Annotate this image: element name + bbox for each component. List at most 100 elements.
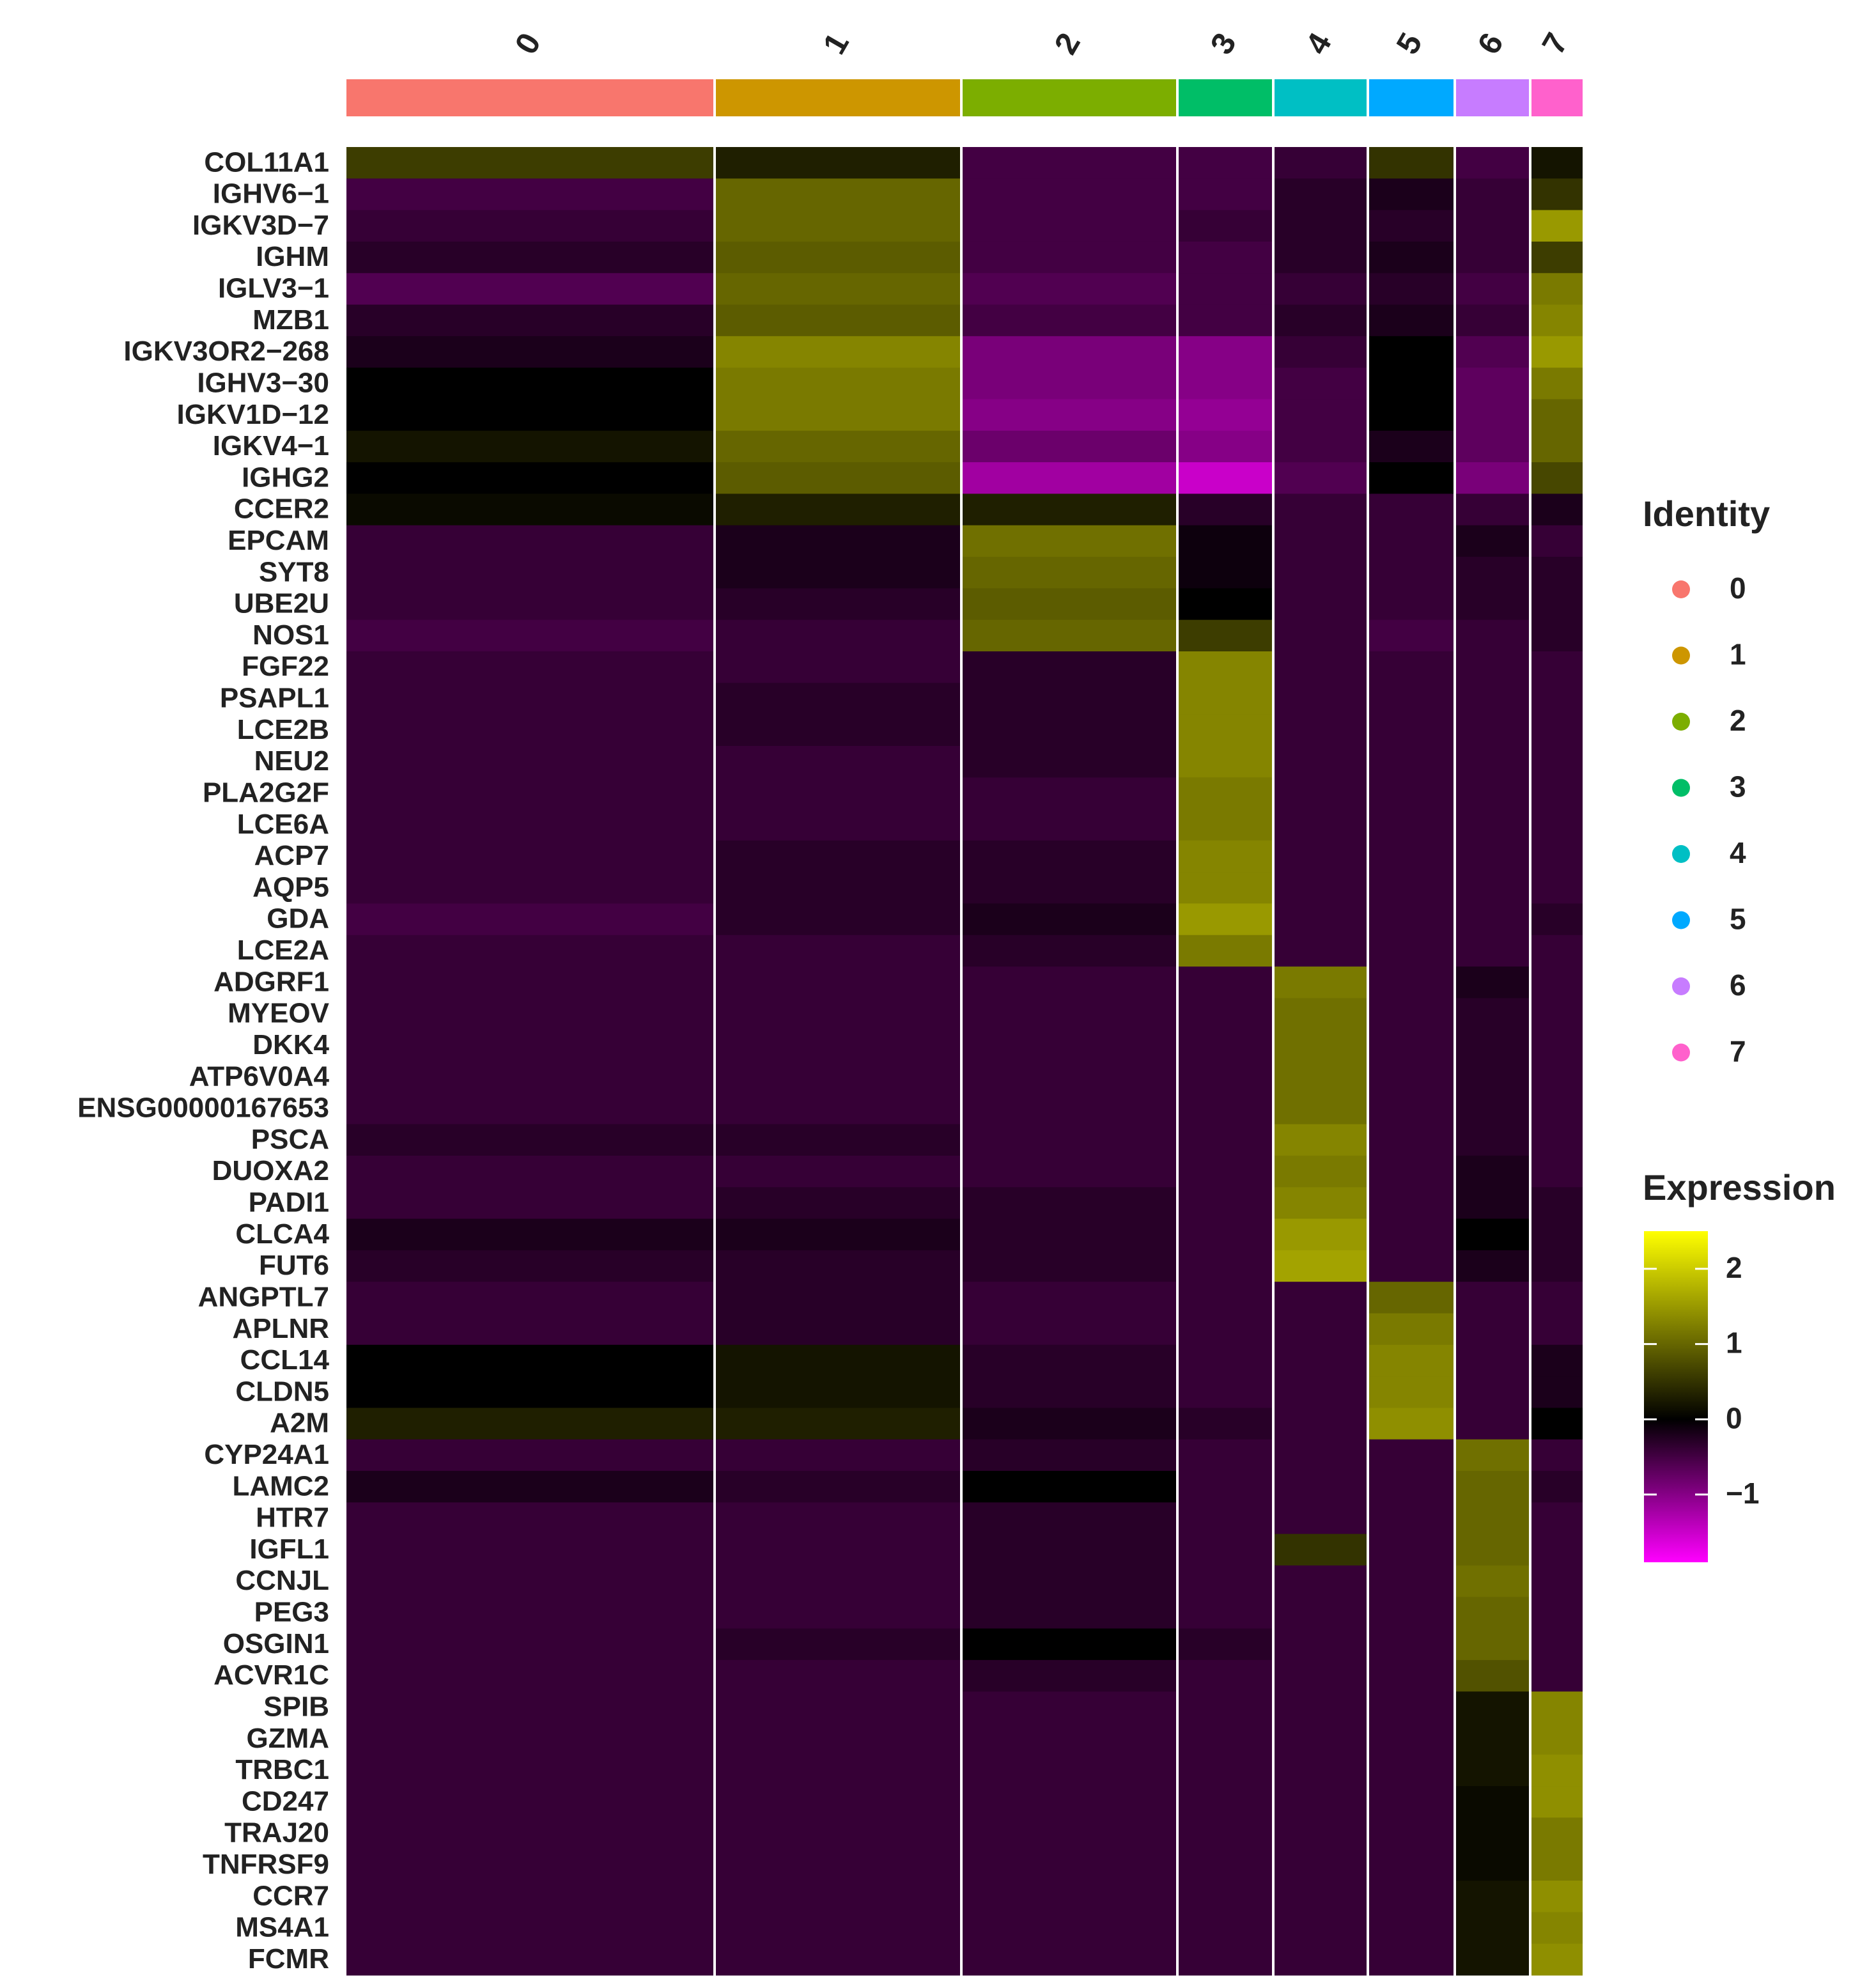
heatmap-cell <box>1531 1502 1583 1535</box>
gene-label: IGKV3D−7 <box>192 210 329 241</box>
heatmap-cell <box>346 525 713 557</box>
gene-label: ANGPTL7 <box>198 1281 329 1312</box>
heatmap-cell <box>1456 1471 1529 1503</box>
heatmap-cell <box>716 903 960 936</box>
heatmap-cell <box>1179 1817 1272 1850</box>
heatmap-cell <box>1275 1628 1367 1661</box>
gene-label: EPCAM <box>228 525 329 556</box>
heatmap-cell <box>1456 651 1529 683</box>
colorbar-tick-label: 1 <box>1726 1326 1742 1360</box>
heatmap-cell <box>1531 430 1583 463</box>
heatmap-cell <box>346 462 713 494</box>
gene-label: GZMA <box>246 1723 329 1754</box>
heatmap-cell <box>346 872 713 904</box>
heatmap-cell <box>716 1597 960 1629</box>
heatmap-cell <box>1369 1723 1454 1755</box>
identity-legend-label: 2 <box>1730 704 1746 737</box>
heatmap-cell <box>716 840 960 873</box>
heatmap-cell <box>716 1502 960 1535</box>
heatmap-cell <box>1179 368 1272 400</box>
heatmap-cell <box>1369 1124 1454 1156</box>
heatmap-cell <box>963 1723 1176 1755</box>
heatmap-cell <box>1179 1313 1272 1346</box>
heatmap-cell <box>963 210 1176 242</box>
heatmap-cell <box>1179 178 1272 211</box>
heatmap-cell <box>1456 1218 1529 1251</box>
gene-label: MZB1 <box>252 304 329 336</box>
heatmap-cell <box>1179 1471 1272 1503</box>
identity-legend-label: 4 <box>1730 836 1746 869</box>
gene-label: IGKV3OR2−268 <box>123 336 329 367</box>
identity-legend-dot <box>1672 1043 1690 1062</box>
heatmap-cell <box>1369 1502 1454 1535</box>
heatmap-cell <box>1531 1597 1583 1629</box>
heatmap-cell <box>1531 1628 1583 1661</box>
heatmap-cell <box>1369 1754 1454 1787</box>
heatmap-cell <box>1456 1691 1529 1724</box>
heatmap-cell <box>1275 745 1367 778</box>
heatmap-cell <box>1456 998 1529 1030</box>
heatmap-cell <box>716 683 960 715</box>
heatmap-cell <box>716 1471 960 1503</box>
heatmap-cell <box>1456 241 1529 274</box>
heatmap-cell <box>963 304 1176 337</box>
heatmap-cell <box>1179 430 1272 463</box>
heatmap-cell <box>1369 840 1454 873</box>
identity-legend-dot <box>1672 977 1690 995</box>
heatmap-cell <box>1456 368 1529 400</box>
heatmap-cell <box>1369 1471 1454 1503</box>
heatmap-cell <box>963 1155 1176 1188</box>
heatmap-cell <box>1275 619 1367 652</box>
heatmap-cell <box>1275 430 1367 463</box>
heatmap-cell <box>716 714 960 747</box>
heatmap-cell <box>716 1061 960 1093</box>
heatmap-cell <box>1275 809 1367 841</box>
heatmap-cell <box>1456 1534 1529 1566</box>
heatmap-cell <box>716 1659 960 1692</box>
cluster-bar <box>1275 79 1367 116</box>
heatmap-cell <box>963 399 1176 431</box>
heatmap-cell <box>1369 1155 1454 1188</box>
heatmap-cell <box>1531 1565 1583 1597</box>
gene-label: CLDN5 <box>235 1376 329 1407</box>
heatmap-cell <box>716 1282 960 1314</box>
heatmap-cell <box>1369 1534 1454 1566</box>
heatmap-cell <box>1275 872 1367 904</box>
heatmap-cell <box>716 1754 960 1787</box>
heatmap-cell <box>716 1439 960 1472</box>
heatmap-cell <box>1275 1092 1367 1125</box>
identity-legend-label: 1 <box>1730 638 1746 671</box>
heatmap-cell <box>1275 1376 1367 1408</box>
heatmap-cell <box>1179 872 1272 904</box>
gene-label: PADI1 <box>249 1187 329 1218</box>
gene-label: ACVR1C <box>213 1659 329 1691</box>
heatmap-cell <box>346 683 713 715</box>
heatmap-cell <box>716 745 960 778</box>
heatmap-cell <box>1179 557 1272 589</box>
heatmap-cell <box>1531 998 1583 1030</box>
heatmap-cell <box>1179 241 1272 274</box>
heatmap-cell <box>716 241 960 274</box>
heatmap-cell <box>716 872 960 904</box>
heatmap-cell <box>716 493 960 526</box>
colorbar <box>1644 1231 1708 1562</box>
heatmap-cell <box>1531 1849 1583 1881</box>
heatmap-cell <box>963 1092 1176 1125</box>
heatmap-cell <box>963 809 1176 841</box>
heatmap-cell <box>1275 525 1367 557</box>
gene-label: A2M <box>270 1408 329 1439</box>
heatmap-cell <box>1179 1881 1272 1913</box>
heatmap-cell <box>963 368 1176 400</box>
heatmap-cell <box>1275 210 1367 242</box>
heatmap-cell <box>1369 1691 1454 1724</box>
heatmap-cell <box>1531 1691 1583 1724</box>
heatmap-cell <box>1275 336 1367 368</box>
heatmap-cell <box>1275 304 1367 337</box>
heatmap-cell <box>963 1881 1176 1913</box>
heatmap-cell <box>1456 147 1529 179</box>
heatmap-cell <box>963 1061 1176 1093</box>
gene-label: IGHV6−1 <box>213 178 329 210</box>
heatmap-cell <box>963 1439 1176 1472</box>
heatmap-cell <box>1275 777 1367 810</box>
gene-label: FGF22 <box>242 651 329 682</box>
